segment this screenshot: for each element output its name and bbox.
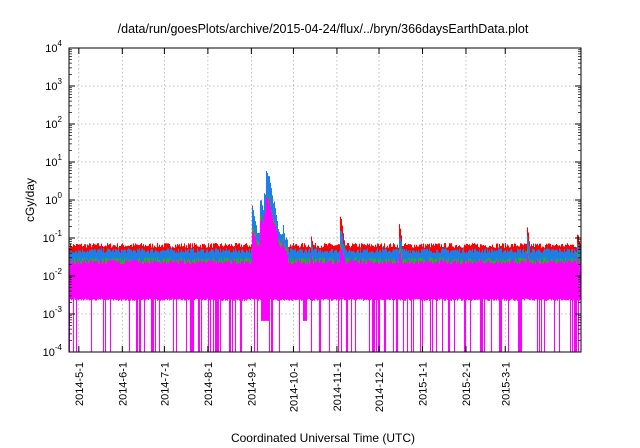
chart-title: /data/run/goesPlots/archive/2015-04-24/f… <box>118 22 529 36</box>
y-tick-label: 10-2 <box>43 267 63 283</box>
x-tick-label: 2014-8-1 <box>203 362 215 406</box>
y-tick-label: 10-1 <box>43 229 63 245</box>
x-axis: 2014-5-1 2014-6-1 2014-7-1 2014-8-1 2014-9-1… <box>74 48 512 412</box>
series-3 <box>69 197 581 352</box>
y-axis-label: cGy/day <box>23 178 37 222</box>
series-1 <box>69 170 581 267</box>
x-axis-label: Coordinated Universal Time (UTC) <box>231 431 415 445</box>
grid <box>69 48 581 352</box>
x-tick-label: 2014-5-1 <box>74 362 86 406</box>
y-tick-label: 103 <box>45 77 62 93</box>
x-tick-label: 2014-6-1 <box>117 362 129 406</box>
series-0 <box>69 178 581 262</box>
series-layer <box>69 170 581 352</box>
x-tick-label: 2015-1-1 <box>417 362 429 406</box>
series-0-band <box>69 178 581 262</box>
y-tick-label: 104 <box>45 39 62 55</box>
x-tick-label: 2014-10-1 <box>288 362 300 412</box>
x-tick-label: 2015-3-1 <box>500 362 512 406</box>
y-axis: 10-4 10-3 10-2 10-1 100 101 102 103 104 <box>43 39 581 359</box>
y-tick-label: 100 <box>45 191 62 207</box>
series-1-band <box>69 170 581 267</box>
y-tick-label: 102 <box>45 115 62 131</box>
x-tick-label: 2015-2-1 <box>461 362 473 406</box>
x-tick-label: 2014-12-1 <box>374 362 386 412</box>
x-tick-label: 2014-11-1 <box>332 362 344 411</box>
y-tick-label: 10-4 <box>43 343 63 359</box>
y-tick-label: 10-3 <box>43 305 63 321</box>
y-tick-label: 101 <box>45 153 62 169</box>
series-3-band <box>69 197 581 352</box>
x-tick-label: 2014-7-1 <box>159 362 171 406</box>
x-tick-label: 2014-9-1 <box>246 362 258 406</box>
